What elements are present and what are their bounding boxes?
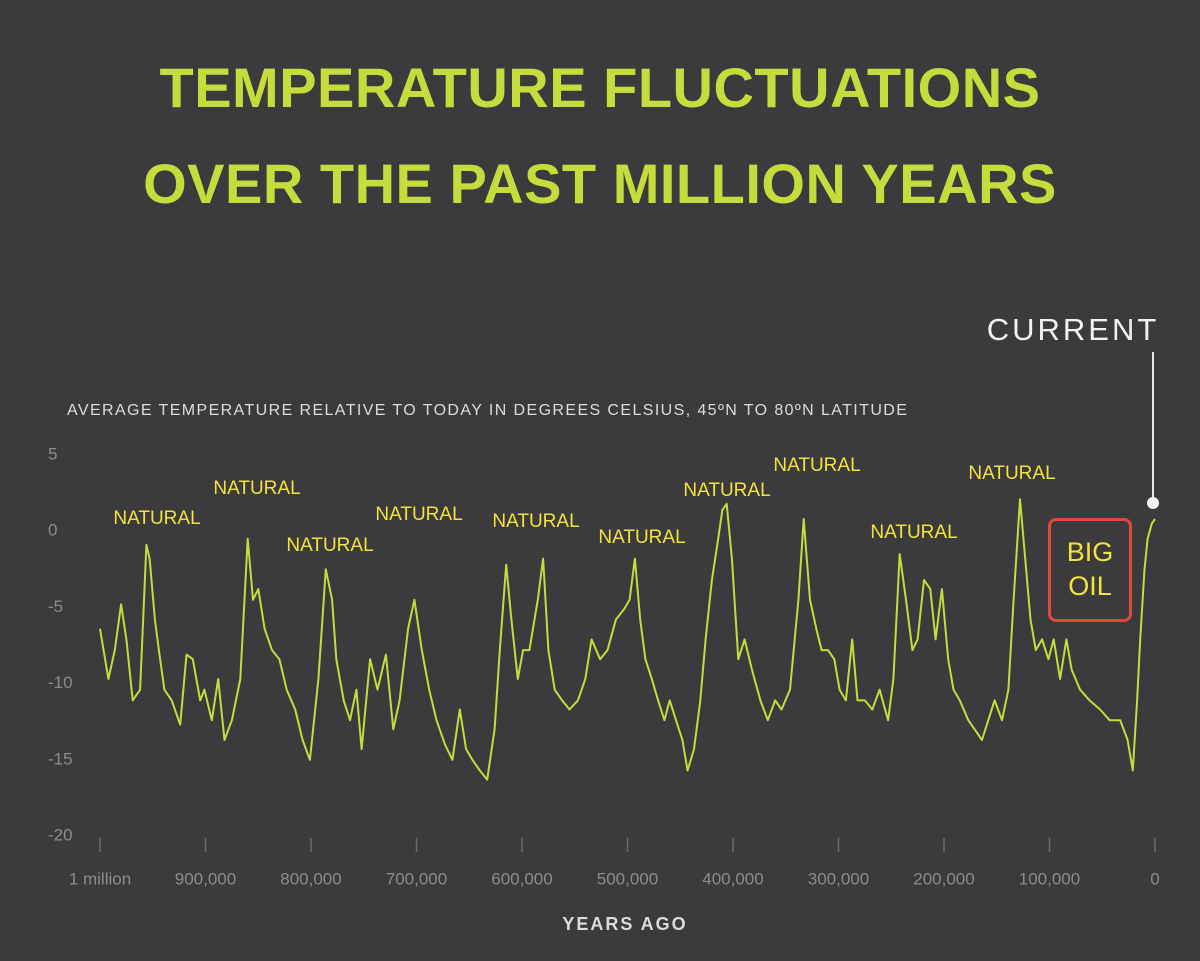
natural-annotation: NATURAL [598,527,685,548]
x-tick-label: 500,000 [597,869,658,888]
x-tick-label: 200,000 [913,869,974,888]
natural-annotation: NATURAL [492,511,579,532]
natural-annotation: NATURAL [286,535,373,556]
x-tick-label: 600,000 [491,869,552,888]
current-dot [1147,497,1159,509]
x-tick-label: 0 [1150,869,1159,888]
y-tick-label: -5 [48,597,63,616]
x-tick-label: 400,000 [702,869,763,888]
x-tick-label: 800,000 [280,869,341,888]
y-tick-label: -20 [48,825,73,844]
x-tick-label: 300,000 [808,869,869,888]
y-tick-label: -10 [48,673,73,692]
current-label: CURRENT [987,312,1160,347]
x-tick-label: 700,000 [386,869,447,888]
x-tick-label: 100,000 [1019,869,1080,888]
natural-annotation: NATURAL [683,480,770,501]
chart-title: TEMPERATURE FLUCTUATIONS OVER THE PAST M… [143,56,1057,215]
temperature-line [99,498,1156,781]
natural-annotation: NATURAL [773,455,860,476]
natural-annotation: NATURAL [870,522,957,543]
natural-annotation: NATURAL [113,508,200,529]
callout: BIG OIL [1048,518,1132,622]
y-axis-label: AVERAGE TEMPERATURE RELATIVE TO TODAY IN… [67,402,908,419]
y-tick-label: 5 [48,444,57,463]
x-tick-label: 900,000 [175,869,236,888]
natural-annotation: NATURAL [375,504,462,525]
natural-annotation: NATURAL [968,463,1055,484]
natural-annotation: NATURAL [213,478,300,499]
x-axis-label: YEARS AGO [562,914,687,934]
y-tick-label: 0 [48,521,57,540]
y-tick-label: -15 [48,749,73,768]
x-tick-label: 1 million [69,869,131,888]
